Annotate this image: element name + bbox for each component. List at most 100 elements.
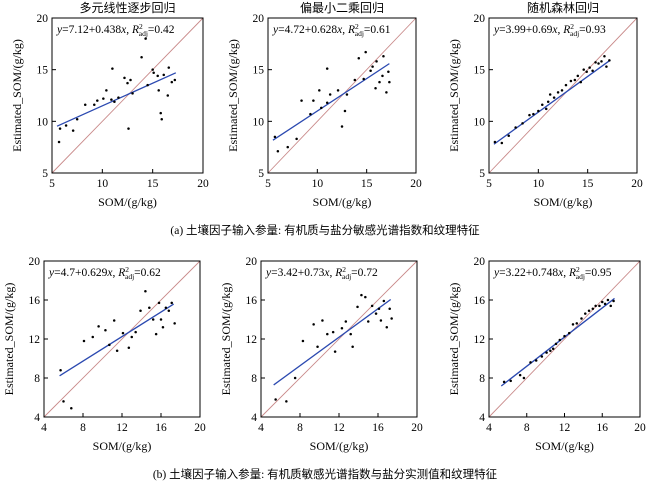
data-point <box>575 322 579 325</box>
data-point <box>556 91 560 94</box>
data-point <box>333 350 337 353</box>
y-tick-label: 20 <box>474 256 486 268</box>
x-tick-label: 8 <box>80 422 86 434</box>
y-tick-label: 8 <box>251 373 257 385</box>
data-point <box>276 150 280 153</box>
data-point <box>130 335 133 339</box>
x-axis-label: SOM/(g/kg) <box>310 439 369 453</box>
x-tick-label: 10 <box>97 178 109 190</box>
data-point <box>605 65 608 68</box>
data-point <box>157 89 160 92</box>
data-point <box>591 307 595 311</box>
data-point <box>148 306 151 310</box>
data-point <box>75 118 79 121</box>
data-point <box>164 306 168 310</box>
x-tick-label: 15 <box>361 178 373 190</box>
data-point <box>579 80 583 84</box>
data-point <box>91 335 94 339</box>
data-point <box>312 323 315 326</box>
x-tick-label: 20 <box>410 178 422 190</box>
data-point <box>564 83 568 87</box>
data-point <box>385 91 388 94</box>
x-tick-label: 16 <box>372 422 384 434</box>
data-point <box>58 127 62 130</box>
x-tick-label: 15 <box>147 178 159 190</box>
y-tick-label: 15 <box>253 65 265 77</box>
data-point <box>528 113 531 117</box>
x-tick-label: 20 <box>194 422 206 434</box>
data-point <box>374 312 378 315</box>
y-tick-label: 15 <box>474 65 486 77</box>
y-tick-label: 8 <box>34 373 40 385</box>
data-point <box>170 80 174 84</box>
data-point <box>612 299 615 303</box>
data-point <box>121 331 125 335</box>
y-tick-label: 5 <box>258 168 264 180</box>
y-tick-label: 5 <box>42 168 48 180</box>
data-point <box>374 87 377 90</box>
data-point <box>71 129 75 132</box>
data-point <box>382 54 385 58</box>
data-point <box>514 126 517 129</box>
y-tick-label: 4 <box>251 412 257 424</box>
regression-equation: y=4.72+0.628x, R2 adj=0.61 <box>272 22 391 38</box>
reference-line-1to1 <box>488 260 641 418</box>
data-point <box>532 112 535 116</box>
data-point <box>554 342 558 346</box>
data-point <box>367 320 370 323</box>
data-point <box>285 400 288 403</box>
data-point <box>344 320 348 323</box>
x-tick-label: 20 <box>197 178 209 190</box>
regression-line <box>493 59 611 145</box>
x-axis-label: SOM/(g/kg) <box>534 195 593 209</box>
regression-equation: y=3.22+0.748x, R2 adj=0.95 <box>493 265 612 281</box>
data-point <box>345 93 349 96</box>
data-point <box>382 299 386 303</box>
data-point <box>558 338 562 342</box>
data-point <box>356 305 359 309</box>
data-point <box>123 76 126 80</box>
data-point <box>104 328 107 332</box>
data-point <box>96 99 99 102</box>
data-point <box>597 62 600 65</box>
data-point <box>167 309 171 312</box>
caption-b: (b) 土壤因子输入参量: 有机质敏感光谱指数与盐分实测值和纹理特征 <box>152 469 498 481</box>
data-point <box>151 68 154 71</box>
plot-frame <box>488 17 638 174</box>
data-point <box>131 92 134 95</box>
data-point <box>152 71 155 75</box>
x-tick-label: 10 <box>533 178 545 190</box>
data-point <box>57 140 61 144</box>
data-point <box>325 67 329 70</box>
y-tick-label: 20 <box>253 13 265 25</box>
x-tick-label: 12 <box>559 422 571 434</box>
panel-title: 随机森林回归 <box>527 0 599 15</box>
regression-equation: y=3.42+0.73x, R2 adj=0.72 <box>265 265 378 281</box>
y-tick-label: 12 <box>246 334 258 346</box>
data-point <box>567 331 571 335</box>
y-axis-label: Estimated_SOM/(g/kg) <box>447 283 461 396</box>
data-point <box>362 77 365 81</box>
regression-equation: y=7.12+0.438x, R2 adj=0.42 <box>56 22 175 38</box>
data-point <box>108 343 111 347</box>
x-tick-label: 16 <box>155 422 167 434</box>
data-point <box>569 79 573 83</box>
data-point <box>126 81 129 85</box>
data-point <box>111 67 114 70</box>
data-point <box>585 70 588 73</box>
data-point <box>286 145 289 149</box>
data-point <box>534 359 538 362</box>
data-point <box>388 80 391 84</box>
data-point <box>134 330 137 334</box>
data-point <box>318 89 321 92</box>
data-point <box>129 78 132 82</box>
y-tick-label: 20 <box>29 256 41 268</box>
data-point <box>82 339 86 343</box>
x-tick-label: 4 <box>41 422 47 434</box>
data-point <box>357 57 361 60</box>
data-point <box>173 322 176 325</box>
data-point <box>70 406 73 410</box>
data-point <box>375 60 378 63</box>
regression-line <box>500 297 615 387</box>
